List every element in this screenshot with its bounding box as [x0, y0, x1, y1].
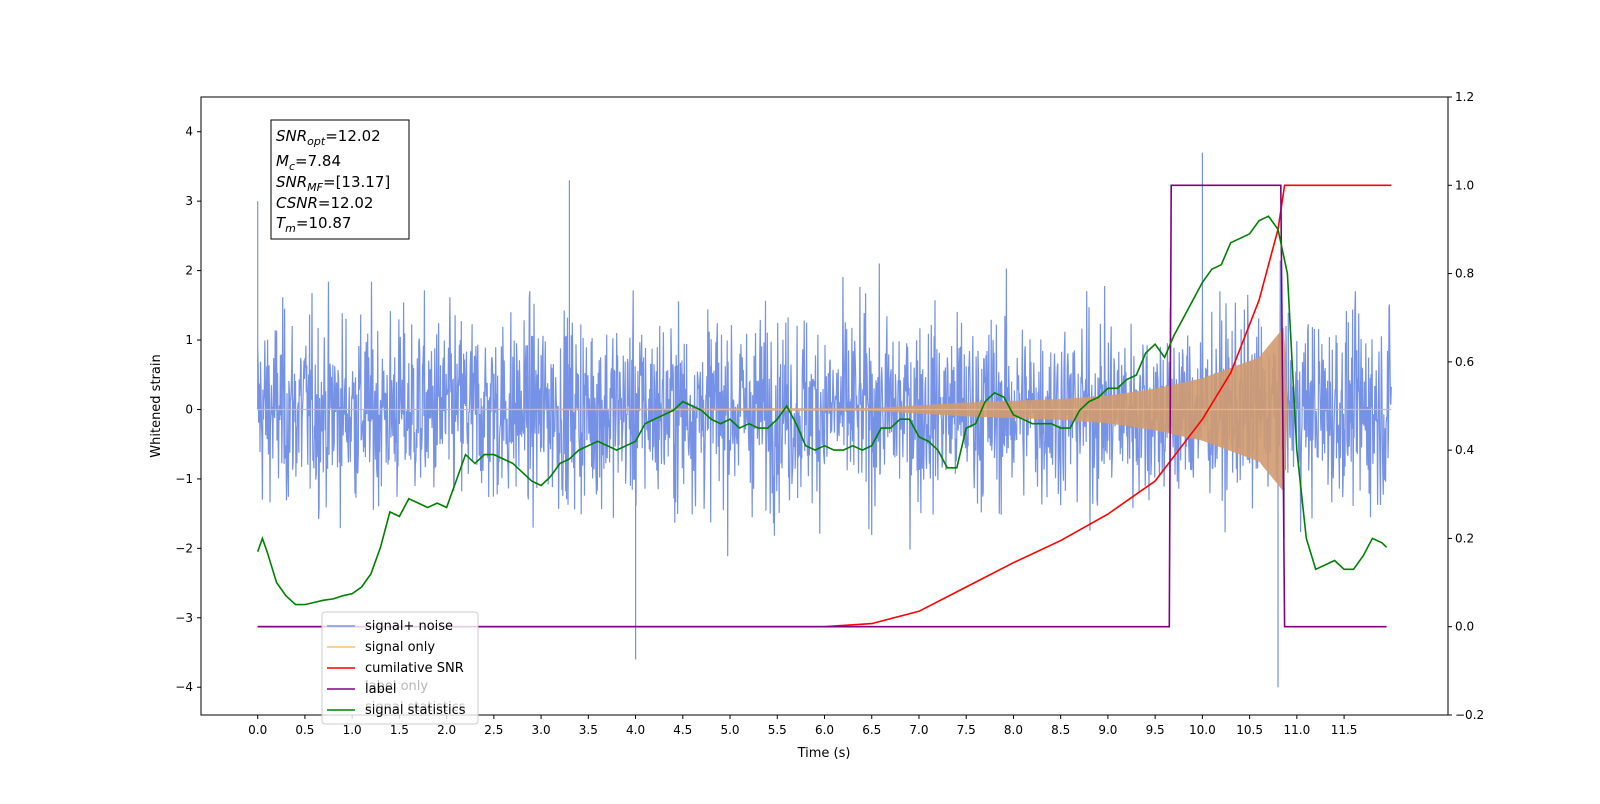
x-tick-label: 3.0 [532, 723, 551, 737]
legend-label: signal only [365, 640, 435, 655]
x-tick-label: 11.5 [1331, 723, 1358, 737]
mc-text: Mc=7.84 [276, 152, 341, 173]
line-series-layer [256, 184, 1392, 628]
y-axis-ticks: 4 3 2 1 0 −1 −2 −3 −4 [175, 125, 201, 694]
x-tick-label: 8.0 [1004, 723, 1023, 737]
series-signal-statistics [256, 215, 1388, 606]
x-tick-label: 5.0 [720, 723, 739, 737]
x-tick-label: 6.5 [862, 723, 881, 737]
y2-tick-label: 0.4 [1455, 443, 1474, 457]
x-tick-label: 9.0 [1098, 723, 1117, 737]
x-tick-label: 1.5 [390, 723, 409, 737]
y-tick-label: −4 [175, 680, 193, 694]
legend-ghost-text-2: signal statistics [365, 700, 466, 715]
x-tick-label: 2.5 [484, 723, 503, 737]
y-tick-label: −1 [175, 472, 193, 486]
legend-ghost-text-1: label only [365, 679, 428, 694]
x-tick-label: 10.5 [1236, 723, 1263, 737]
tm-text: Tm=10.87 [276, 214, 351, 235]
x-tick-label: 6.0 [815, 723, 834, 737]
csnr-text: CSNR=12.02 [276, 194, 373, 212]
y-axis-label: Whitened strain [149, 354, 164, 457]
x-tick-label: 3.5 [579, 723, 598, 737]
y-tick-label: 0 [185, 402, 193, 416]
y2-tick-label: 0.0 [1455, 620, 1474, 634]
snr-opt-text: SNRopt=12.02 [276, 127, 381, 148]
y2-tick-label: 0.6 [1455, 355, 1474, 369]
y-tick-label: 4 [185, 125, 193, 139]
y2-tick-label: 0.2 [1455, 531, 1474, 545]
y-tick-label: 2 [185, 264, 193, 278]
x-tick-label: 8.5 [1051, 723, 1070, 737]
legend-label: cumilative SNR [365, 661, 464, 676]
x-tick-label: 1.0 [343, 723, 362, 737]
x-tick-label: 5.5 [768, 723, 787, 737]
y-tick-label: 3 [185, 194, 193, 208]
y2-tick-label: 1.2 [1455, 90, 1474, 104]
x-tick-label: 7.5 [957, 723, 976, 737]
legend-entries: signal+ noise signal only cumilative SNR la… [327, 619, 466, 718]
y-tick-label: 1 [185, 333, 193, 347]
legend-label: signal statistics [365, 703, 466, 718]
x-axis-label: Time (s) [797, 746, 851, 761]
x-tick-label: 4.0 [626, 723, 645, 737]
x-tick-label: 4.5 [673, 723, 692, 737]
snr-mf-text: SNRMF=[13.17] [276, 173, 390, 194]
y2-tick-label: −0.2 [1455, 708, 1484, 722]
x-axis-ticks: 0.0 0.5 1.0 1.5 2.0 2.5 3.0 3.5 4.0 4.5 5.0 5.5 6.0 6… [248, 715, 1357, 737]
y2-tick-label: 1.0 [1455, 178, 1474, 192]
x-tick-label: 11.0 [1283, 723, 1310, 737]
x-tick-label: 2.0 [437, 723, 456, 737]
y2-tick-label: 0.8 [1455, 267, 1474, 281]
annotation-box: SNRopt=12.02 Mc=7.84 SNRMF=[13.17] CSNR=… [270, 119, 410, 240]
legend: label only signal statistics signal+ noi… [321, 611, 479, 725]
y2-axis-ticks: 1.2 1.0 0.8 0.6 0.4 0.2 0.0 −0.2 [1448, 90, 1484, 722]
x-tick-label: 9.5 [1146, 723, 1165, 737]
series-label [257, 184, 1387, 628]
x-tick-label: 10.0 [1189, 723, 1216, 737]
legend-label: label [365, 682, 396, 697]
signal-series-layer [257, 327, 1392, 492]
x-tick-label: 0.5 [295, 723, 314, 737]
x-tick-label: 7.0 [909, 723, 928, 737]
y-tick-label: −3 [175, 611, 193, 625]
y-tick-label: −2 [175, 541, 193, 555]
x-tick-label: 0.0 [248, 723, 267, 737]
legend-label: signal+ noise [365, 619, 453, 634]
